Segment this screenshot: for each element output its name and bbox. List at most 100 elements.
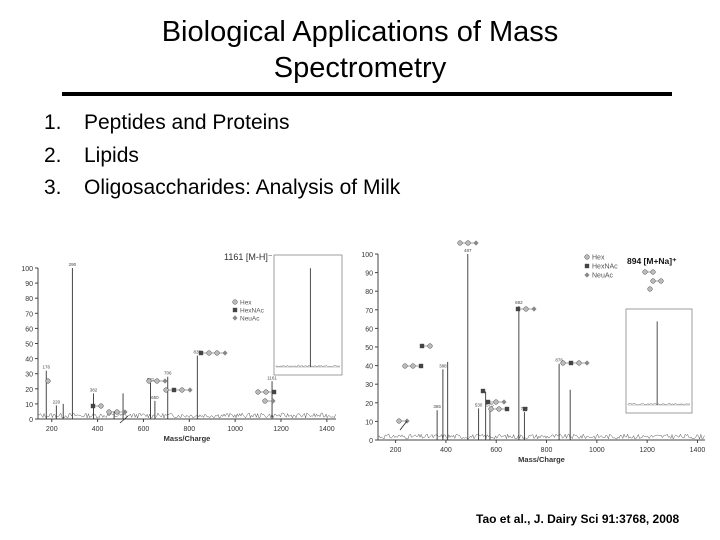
x-tick-label: 800 xyxy=(541,447,553,454)
hex-glyph xyxy=(493,399,499,405)
hex-glyph xyxy=(114,409,120,415)
x-tick-label: 600 xyxy=(138,426,150,433)
x-axis-label: Mass/Charge xyxy=(164,434,211,443)
hex-glyph xyxy=(647,286,653,292)
precursor-annotation: 1161 [M-H]⁻ xyxy=(224,252,273,262)
slide-title-line2: Spectrometry xyxy=(273,52,447,84)
mass-spectrum-left-svg: 0 10 20 30 40 50 60 70 80 90 100 200 400 600 800 1000 12… xyxy=(21,252,343,443)
arrow-icon xyxy=(399,420,408,431)
legend-neuac-icon xyxy=(584,272,590,278)
hexnac-glyph xyxy=(515,306,521,312)
y-tick-label: 80 xyxy=(365,289,373,296)
peak-label: 876 xyxy=(555,358,563,363)
y-tick-label: 50 xyxy=(25,342,33,349)
list-item-number: 2. xyxy=(44,143,62,167)
hexnac-glyph xyxy=(90,403,96,409)
noise-baseline xyxy=(37,412,336,419)
inset-frame xyxy=(273,254,343,376)
hex-glyph xyxy=(154,378,160,384)
legend-label: Hex xyxy=(240,300,252,307)
hex-glyph xyxy=(410,363,416,369)
peak-label: 220 xyxy=(53,399,61,404)
legend-neuac-icon xyxy=(232,315,238,321)
legend-label: HexNAc xyxy=(592,264,618,271)
y-tick-label: 0 xyxy=(369,438,373,445)
x-tick-label: 400 xyxy=(92,426,104,433)
hex-glyph xyxy=(262,398,268,404)
y-tick-label: 100 xyxy=(21,266,33,273)
hex-glyph xyxy=(255,389,261,395)
list-item-text: Oligosaccharides: Analysis of Milk xyxy=(84,176,401,199)
y-tick-label: 20 xyxy=(25,387,33,394)
neuac-glyph xyxy=(222,350,228,356)
hexnac-glyph xyxy=(522,406,528,412)
mass-spectrum-right: 0 10 20 30 40 50 60 70 80 90 100 200 400 600 800 1000 12… xyxy=(350,237,715,469)
list-item: 1. Peptides and Proteins xyxy=(44,107,400,140)
hex-glyph xyxy=(179,387,185,393)
list-item-number: 3. xyxy=(44,176,62,199)
y-tick-label: 70 xyxy=(25,311,33,318)
x-tick-label: 1200 xyxy=(639,447,655,454)
hex-glyph xyxy=(45,378,51,384)
hexnac-glyph xyxy=(504,406,510,412)
hexnac-glyph xyxy=(485,399,491,405)
list-item-number: 1. xyxy=(44,111,62,134)
y-tick-label: 70 xyxy=(365,308,373,315)
hexnac-glyph xyxy=(418,363,424,369)
hex-glyph xyxy=(396,418,402,424)
x-tick-label: 200 xyxy=(390,447,402,454)
x-tick-label: 600 xyxy=(490,447,502,454)
y-tick-label: 20 xyxy=(365,401,373,408)
hexnac-glyph xyxy=(271,389,277,395)
peak-label: 575 xyxy=(486,402,494,407)
list-item: 3. Oligosaccharides: Analysis of Milk xyxy=(44,172,400,205)
x-axis-label: Mass/Charge xyxy=(518,455,565,464)
peak-label: 530 xyxy=(475,402,483,407)
peak-label: 290 xyxy=(69,262,77,267)
hex-glyph xyxy=(488,406,494,412)
peak-label: 365 xyxy=(433,404,441,409)
hexnac-glyph xyxy=(198,350,204,356)
x-tick-label: 1400 xyxy=(690,447,706,454)
hex-glyph xyxy=(146,378,152,384)
y-tick-label: 10 xyxy=(25,402,33,409)
x-tick-label: 1000 xyxy=(589,447,605,454)
mass-spectrum-right-svg: 0 10 20 30 40 50 60 70 80 90 100 200 400 600 800 1000 12… xyxy=(361,240,706,464)
y-tick-label: 50 xyxy=(365,345,373,352)
hex-glyph xyxy=(496,406,502,412)
hex-glyph xyxy=(206,350,212,356)
neuac-glyph xyxy=(584,360,590,366)
hex-glyph xyxy=(650,278,656,284)
hex-glyph xyxy=(98,403,104,409)
peak-label: 176 xyxy=(42,365,50,370)
y-tick-label: 90 xyxy=(25,281,33,288)
neuac-glyph xyxy=(270,398,276,404)
x-tick-label: 400 xyxy=(440,447,452,454)
legend-hexnac-icon xyxy=(584,263,590,269)
hexnac-glyph xyxy=(171,387,177,393)
neuac-glyph xyxy=(531,306,537,312)
legend-label: NeuAc xyxy=(240,316,260,323)
x-tick-label: 1200 xyxy=(273,426,289,433)
noise-baseline xyxy=(377,433,705,440)
peak-label: 692 xyxy=(515,300,523,305)
y-tick-label: 30 xyxy=(365,382,373,389)
y-tick-label: 0 xyxy=(29,417,33,424)
hex-glyph xyxy=(523,306,529,312)
hex-glyph xyxy=(163,387,169,393)
peak-label: 706 xyxy=(164,371,172,376)
inset-noise xyxy=(275,364,341,368)
title-divider xyxy=(62,92,672,96)
neuac-glyph xyxy=(473,240,479,246)
hex-glyph xyxy=(465,240,471,246)
list-item-text: Peptides and Proteins xyxy=(84,111,290,134)
legend-hex-icon xyxy=(232,299,238,305)
x-tick-label: 1400 xyxy=(319,426,335,433)
x-tick-label: 800 xyxy=(183,426,195,433)
legend-hex-icon xyxy=(584,254,590,260)
x-tick-label: 1000 xyxy=(227,426,243,433)
y-tick-label: 40 xyxy=(365,364,373,371)
peak-label: 382 xyxy=(90,387,98,392)
y-tick-label: 60 xyxy=(25,326,33,333)
hexnac-glyph xyxy=(419,343,425,349)
